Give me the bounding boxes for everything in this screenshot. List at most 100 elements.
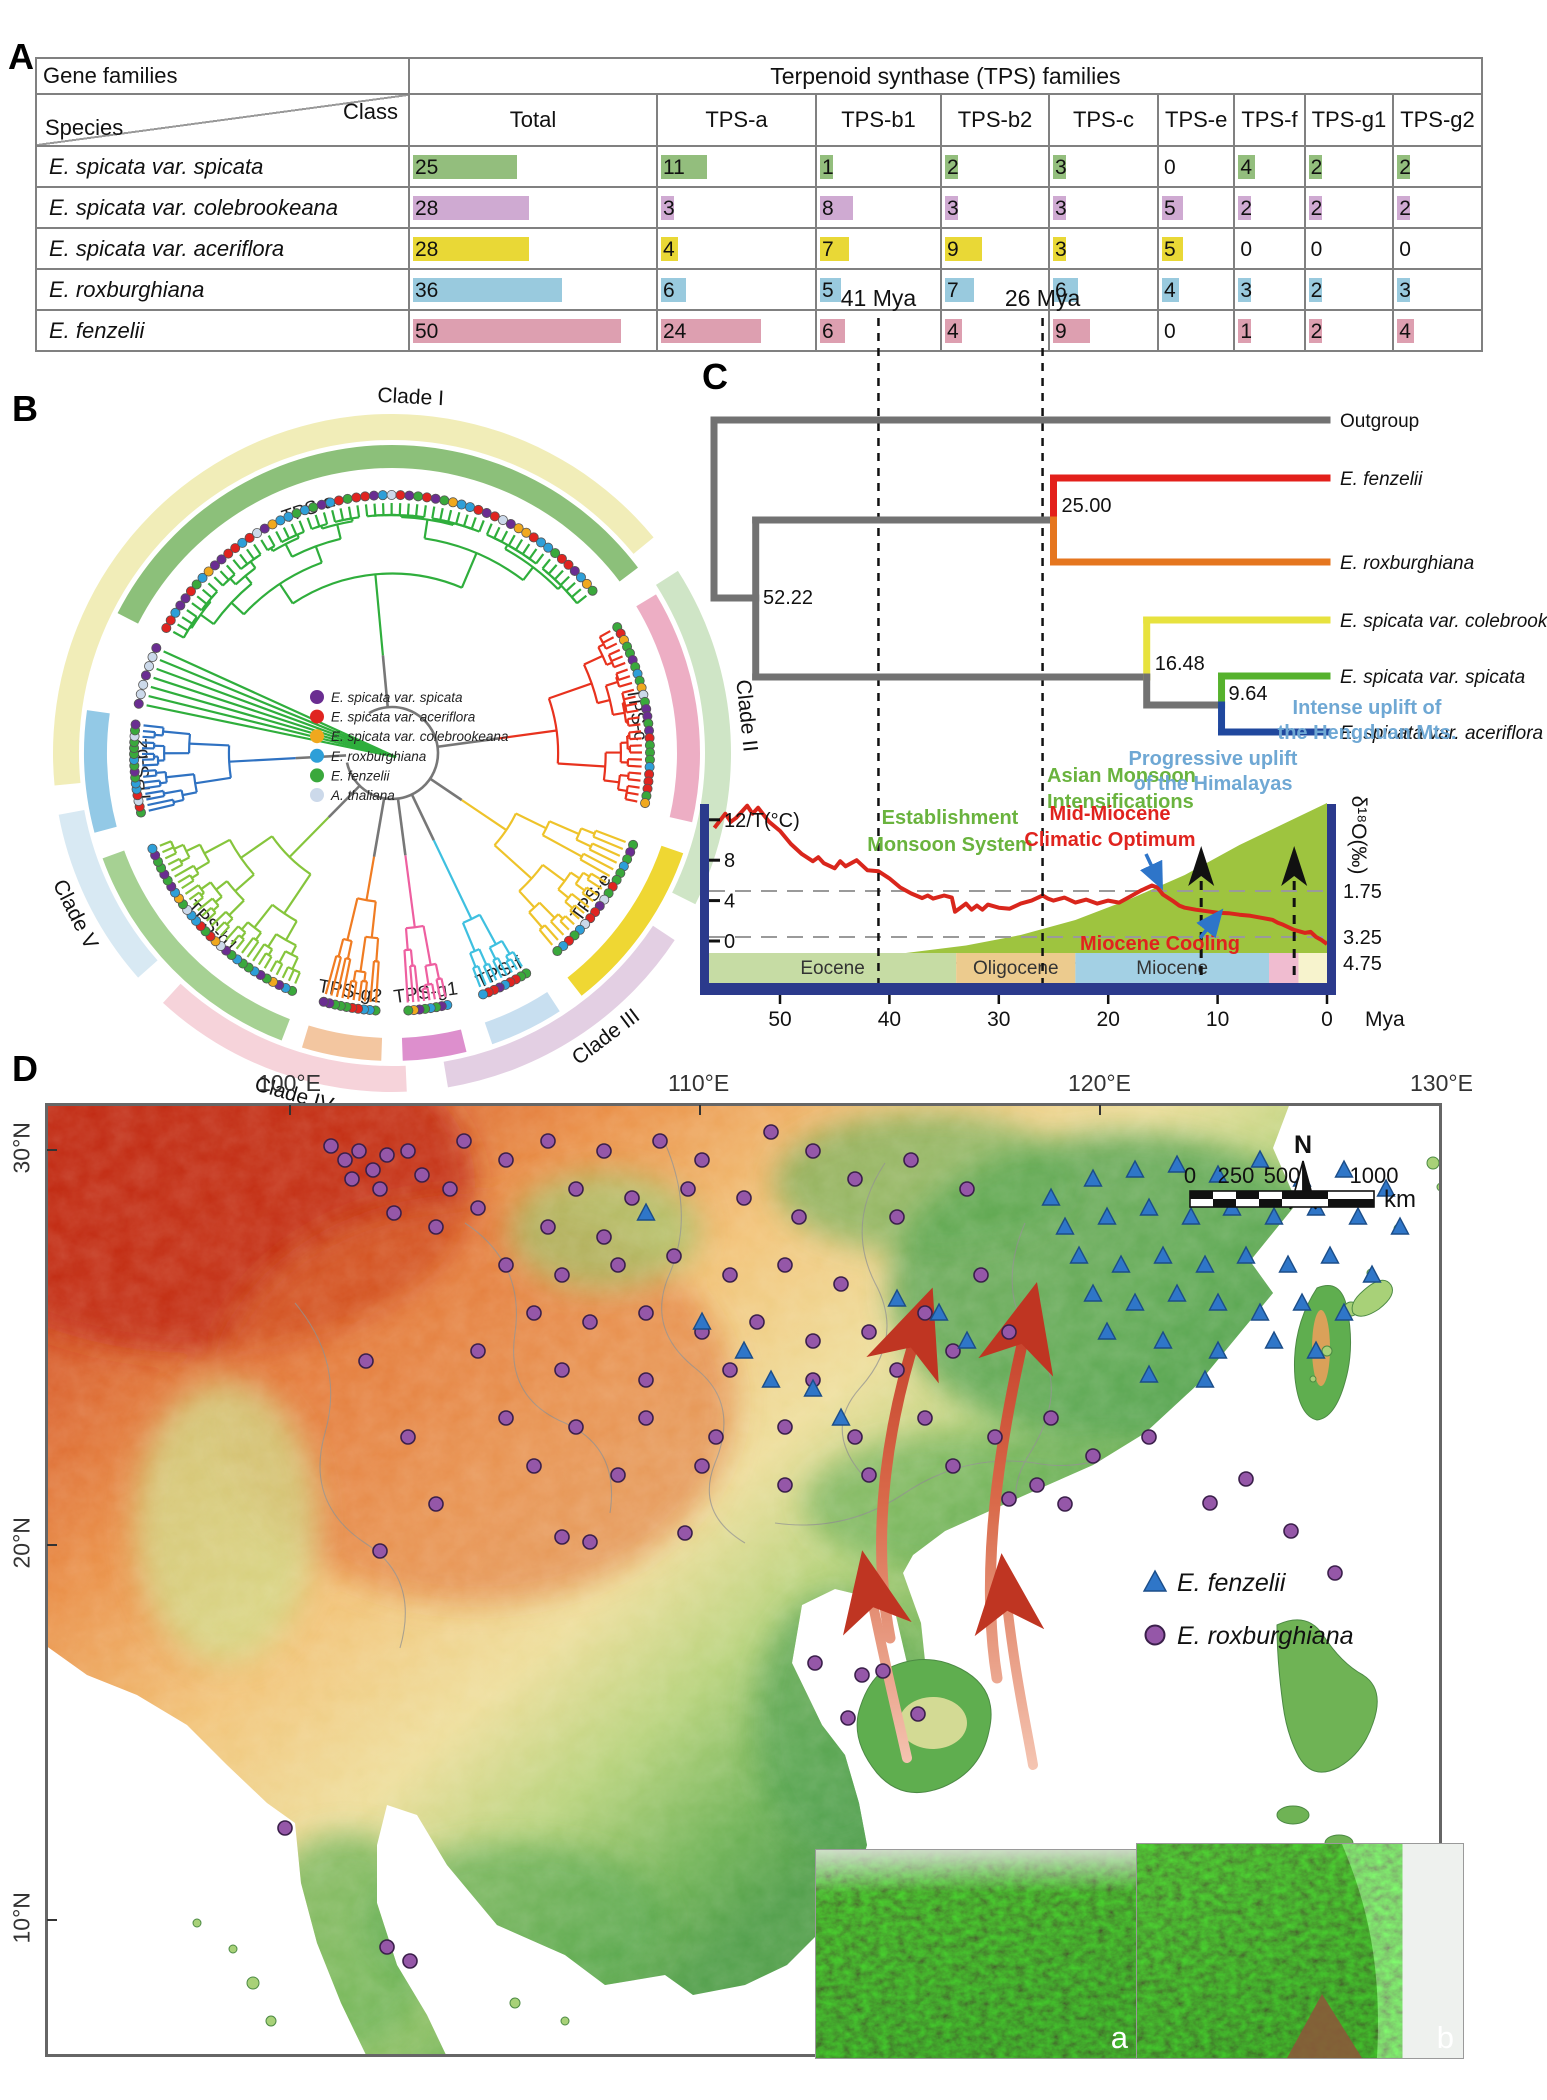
value-bar [661,154,707,179]
fenzelii-point [1055,1216,1075,1235]
tip-dot [447,497,458,508]
value-number: 0 [1240,237,1253,261]
tps-ring-segment [117,445,638,624]
table-row: E. spicata var. aceriflora 28 4 7 9 3 5 0 0 0 [35,227,1483,270]
column-header-tps-a: TPS-a [656,93,817,147]
tip-dot [161,622,172,633]
outlier-branch [146,704,397,759]
scalebar-cell [1328,1199,1374,1207]
tip-dot [299,505,310,516]
temperature-curve [712,803,1329,946]
tip-dot [473,504,484,515]
roxburghiana-point [861,1467,877,1483]
legend-label: E. spicata var. colebrookeana [331,729,509,744]
visayas-island [1276,1805,1310,1825]
value-number: 0 [1399,237,1411,261]
roxburghiana-point [749,1314,765,1330]
legend-label: E. spicata var. spicata [331,690,463,705]
roxburghiana-point [903,1152,919,1168]
asian-monsoon-label: Asian Monsoon [1047,765,1196,787]
tip-dot [430,493,441,504]
fenzelii-point [1167,1283,1187,1302]
table-row: E. roxburghiana 36 6 5 7 6 4 3 2 3 [35,268,1483,311]
value-number: 8 [822,196,834,220]
value-bar [1238,277,1252,302]
roxburghiana-point [1085,1448,1101,1464]
x-axis-unit: Mya [1365,1008,1405,1031]
fenzelii-point [1362,1264,1382,1283]
roxburghiana-point [402,1953,418,1969]
longitude-label: 110°E [668,1070,730,1096]
tip-dot [180,593,191,604]
roxburghiana-point [708,1429,724,1445]
fenzelii-point [1306,1340,1326,1359]
roxburghiana-point [596,1143,612,1159]
class-corner-label: Class [342,99,398,124]
roxburghiana-point [805,1333,821,1349]
scalebar-label: 1000 [1350,1163,1399,1188]
fenzelii-point [929,1302,949,1321]
roxburghiana-point [372,1181,388,1197]
roxburghiana-point [351,1143,367,1159]
roxburghiana-point [540,1133,556,1149]
scalebar-cell [1190,1191,1213,1199]
roxburghiana-point [498,1152,514,1168]
small-island [560,2016,570,2026]
value-cell: 2 [1303,186,1395,229]
small-island [265,2015,277,2027]
fenzelii-point [761,1369,781,1388]
species-corner-label: Species [45,115,124,140]
roxburghiana-point [568,1181,584,1197]
roxburghiana-point [624,1190,640,1206]
roxburghiana-point [379,1147,395,1163]
value-number: 4 [1399,319,1411,343]
legend-roxburghiana-label: E. roxburghiana [1177,1622,1354,1650]
value-number: 2 [1310,319,1323,343]
roxburghiana-point [694,1152,710,1168]
tip-dot [308,502,319,513]
roxburghiana-point [945,1343,961,1359]
tip-dot [536,537,547,548]
value-cell: 2 [940,145,1050,188]
value-bar [945,318,962,343]
node-age-label: 9.64 [1229,683,1268,705]
roxburghiana-point [875,1663,891,1679]
time-mark-label: 26 Mya [1005,285,1081,311]
roxburghiana-point [910,1706,926,1722]
uplift-arrow-head [1281,846,1308,886]
time-mark-label: 41 Mya [841,285,917,311]
epoch-band [1298,953,1327,983]
roxburghiana-point [1057,1496,1073,1512]
latitude-label: 20°N [8,1517,35,1569]
node-age-label: 25.00 [1062,495,1112,517]
roxburghiana-point [554,1529,570,1545]
chronogram-tree [710,416,1331,736]
legend-label: E. roxburghiana [331,749,427,764]
x-tick-label: 10 [1206,1008,1229,1031]
left-axis-tick: 0 [724,931,735,953]
value-bar [1162,236,1183,261]
value-bar [820,154,833,179]
tip-dot [556,553,567,564]
tps-ring-segment [567,845,684,996]
legend-label: E. fenzelii [331,768,391,783]
tip-dot [138,679,149,690]
value-number: 6 [822,319,834,343]
value-bar [1238,318,1252,343]
backbone [295,655,499,857]
value-number: 7 [947,278,959,302]
roxburghiana-point [526,1458,542,1474]
epoch-band [709,953,957,983]
tip-dot [135,689,146,700]
roxburghiana-point [677,1525,693,1541]
clade-ring-segment [58,810,158,978]
clade-ring-segment [162,983,407,1092]
value-bar [1053,195,1066,220]
roxburghiana-point [582,1314,598,1330]
right-axis-title: δ¹⁸O(‰) [1347,796,1370,875]
value-cell: 0 [1392,227,1483,270]
roxburghiana-point [442,1181,458,1197]
fenzelii-point [1181,1206,1201,1225]
value-bar [945,195,958,220]
